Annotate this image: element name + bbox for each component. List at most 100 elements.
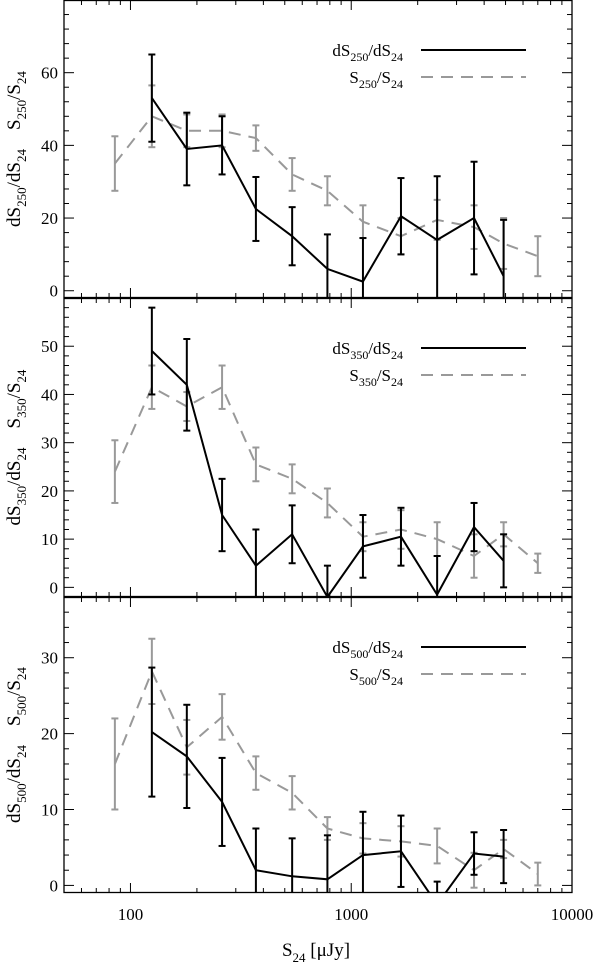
y-axis-label: dS500/dS24 S500/S24 bbox=[4, 667, 29, 823]
y-tick-label: 50 bbox=[41, 337, 58, 356]
x-axis-label: S24 [μJy] bbox=[282, 940, 350, 965]
legend-label: dS500/dS24 bbox=[332, 638, 403, 661]
series-simple bbox=[111, 364, 542, 579]
series-line-deriv bbox=[151, 350, 505, 597]
y-label-space bbox=[4, 429, 25, 448]
y-tick-label: 40 bbox=[41, 385, 58, 404]
error-bar bbox=[323, 175, 331, 207]
error-bar bbox=[288, 504, 296, 565]
error-bar bbox=[359, 810, 367, 893]
error-bar bbox=[470, 501, 478, 553]
error-bar bbox=[534, 552, 542, 574]
legend-label: S500/S24 bbox=[349, 665, 403, 688]
y-label-part: dS bbox=[4, 207, 25, 227]
error-bar bbox=[288, 157, 296, 192]
error-bar bbox=[148, 666, 156, 798]
data-area bbox=[111, 637, 542, 893]
error-bar bbox=[218, 693, 226, 741]
error-bar bbox=[323, 487, 331, 519]
y-label-part: /S bbox=[4, 680, 25, 696]
y-tick-label: 30 bbox=[41, 434, 58, 453]
error-bar bbox=[218, 477, 226, 553]
error-bar bbox=[218, 115, 226, 176]
x-tick-label: 100 bbox=[118, 905, 144, 924]
error-bar bbox=[183, 703, 191, 809]
error-bar bbox=[218, 364, 226, 410]
error-bar bbox=[111, 135, 119, 192]
y-label-space bbox=[4, 726, 25, 745]
legend-label: S250/S24 bbox=[349, 68, 403, 91]
y-tick-label: 40 bbox=[41, 136, 58, 155]
y-axis-label: dS350/dS24 S350/S24 bbox=[4, 369, 29, 525]
error-bar bbox=[148, 306, 156, 396]
y-label-part: S bbox=[4, 715, 25, 726]
error-bar bbox=[534, 235, 542, 278]
y-label-part: dS bbox=[4, 505, 25, 525]
legend-label: S350/S24 bbox=[349, 366, 403, 389]
y-tick-label: 20 bbox=[41, 482, 58, 501]
legend-label: dS350/dS24 bbox=[332, 339, 403, 362]
error-bar bbox=[288, 463, 296, 495]
y-label-sub: 500 bbox=[14, 696, 29, 716]
y-label-sub: 24 bbox=[14, 745, 29, 759]
y-tick-label: 60 bbox=[41, 64, 58, 83]
y-label-sub: 24 bbox=[14, 667, 29, 681]
x-axis-tick-labels: 100 1000 10000 bbox=[118, 905, 594, 924]
y-label-part: S bbox=[4, 119, 25, 130]
y-tick-label: 10 bbox=[41, 801, 58, 820]
series-deriv bbox=[148, 53, 508, 298]
error-bar bbox=[218, 756, 226, 847]
series-simple bbox=[111, 637, 542, 889]
legend: dS350/dS24 S350/S24 bbox=[332, 339, 526, 389]
x-axis-label-unit: [μJy] bbox=[306, 940, 351, 961]
y-tick-label: 20 bbox=[41, 725, 58, 744]
y-tick-label: 10 bbox=[41, 530, 58, 549]
y-label-sub: 24 bbox=[14, 369, 29, 383]
error-bar bbox=[433, 880, 441, 893]
y-tick-label: 0 bbox=[50, 282, 59, 301]
error-bar bbox=[288, 837, 296, 893]
error-bar bbox=[433, 555, 441, 597]
series-simple bbox=[111, 84, 542, 278]
error-bar bbox=[111, 439, 119, 504]
panel-frame bbox=[63, 0, 573, 299]
error-bar bbox=[148, 53, 156, 143]
y-label-sub: 24 bbox=[14, 71, 29, 85]
x-axis-label-sub: 24 bbox=[293, 950, 307, 965]
y-label-sub: 24 bbox=[14, 447, 29, 461]
panel-frame bbox=[63, 297, 573, 598]
data-area bbox=[111, 306, 542, 597]
error-bar bbox=[433, 175, 441, 298]
y-tick-label: 0 bbox=[50, 578, 59, 597]
error-bar bbox=[534, 861, 542, 887]
series-deriv bbox=[148, 666, 508, 893]
y-tick-label: 30 bbox=[41, 649, 58, 668]
legend: dS500/dS24 S500/S24 bbox=[332, 638, 526, 688]
error-bar bbox=[183, 337, 191, 432]
error-bar bbox=[397, 814, 405, 888]
y-label-part: /dS bbox=[4, 162, 25, 187]
error-bar bbox=[183, 111, 191, 187]
error-bar bbox=[323, 834, 331, 893]
y-label-sub: 250 bbox=[14, 100, 29, 120]
y-label-sub: 350 bbox=[14, 398, 29, 418]
error-bar bbox=[500, 533, 508, 589]
error-bar bbox=[323, 233, 331, 298]
error-bar bbox=[288, 206, 296, 267]
error-bar bbox=[433, 827, 441, 865]
error-bar bbox=[500, 218, 508, 298]
y-tick-label: 20 bbox=[41, 209, 58, 228]
error-bar bbox=[252, 827, 260, 893]
error-bar bbox=[470, 160, 478, 276]
y-label-sub: 24 bbox=[14, 149, 29, 163]
y-label-part: /S bbox=[4, 383, 25, 399]
series-deriv bbox=[148, 306, 508, 597]
x-tick-label: 1000 bbox=[334, 905, 368, 924]
error-bar bbox=[397, 177, 405, 256]
y-label-part: /dS bbox=[4, 461, 25, 486]
data-area bbox=[111, 53, 542, 298]
